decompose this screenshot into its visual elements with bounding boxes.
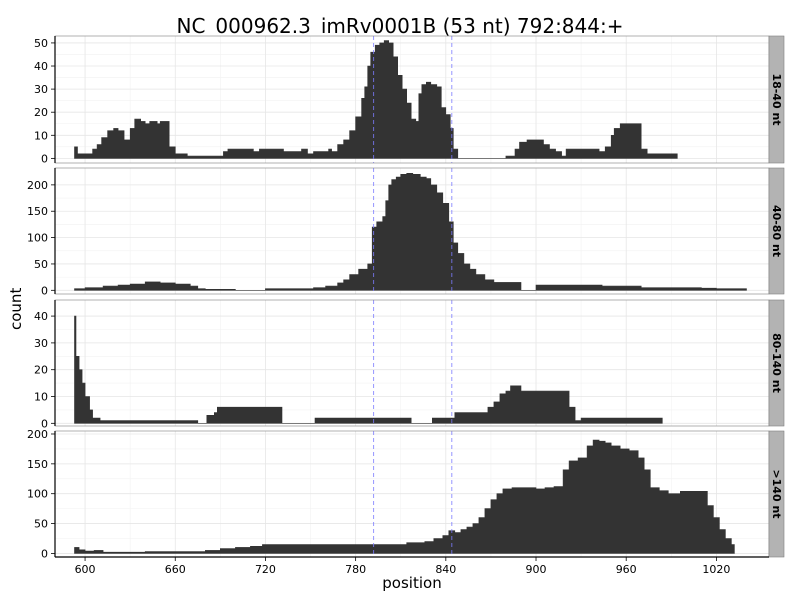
y-tick-label: 0	[41, 417, 48, 430]
x-axis-title: position	[382, 574, 442, 592]
facet-strip	[768, 299, 785, 427]
y-tick-label: 50	[34, 258, 48, 271]
y-tick-label: 10	[34, 391, 48, 404]
facet-strip-label: 40-80 nt	[770, 205, 783, 257]
y-tick-label: 100	[27, 232, 48, 245]
coverage-area	[74, 40, 678, 159]
y-tick-label: 200	[27, 179, 48, 192]
y-tick-label: 40	[34, 310, 48, 323]
panel-background	[55, 300, 769, 426]
facet-strip	[768, 167, 785, 295]
y-tick-label: 10	[34, 129, 48, 142]
y-tick-label: 20	[34, 106, 48, 119]
x-tick-label: 840	[435, 563, 456, 576]
facet-strip	[768, 430, 785, 558]
y-tick-label: 150	[27, 458, 48, 471]
y-tick-label: 50	[34, 518, 48, 531]
y-tick-label: 0	[41, 547, 48, 560]
y-tick-label: 30	[34, 337, 48, 350]
x-tick-label: 960	[616, 563, 637, 576]
y-tick-label: 30	[34, 83, 48, 96]
x-tick-label: 780	[345, 563, 366, 576]
y-tick-label: 20	[34, 364, 48, 377]
chart-title: NC_000962.3_imRv0001B (53 nt) 792:844:+	[176, 14, 624, 38]
facet-strip-label: 18-40 nt	[770, 73, 783, 125]
facet-strip-label: 80-140 nt	[770, 333, 783, 393]
y-tick-label: 0	[41, 284, 48, 297]
y-tick-label: 100	[27, 488, 48, 501]
x-tick-label: 660	[165, 563, 186, 576]
y-tick-label: 50	[34, 37, 48, 50]
y-tick-label: 150	[27, 205, 48, 218]
x-tick-label: 900	[526, 563, 547, 576]
y-tick-label: 200	[27, 428, 48, 441]
facet-strip-label: >140 nt	[770, 469, 783, 518]
coverage-area	[74, 173, 747, 291]
x-tick-label: 720	[255, 563, 276, 576]
coverage-area	[74, 315, 663, 424]
y-axis-title: count	[7, 287, 25, 330]
x-tick-label: 1020	[702, 563, 730, 576]
y-tick-label: 40	[34, 60, 48, 73]
coverage-area	[74, 439, 735, 554]
facet-strip	[768, 35, 785, 164]
x-tick-label: 600	[75, 563, 96, 576]
y-tick-label: 0	[41, 152, 48, 165]
